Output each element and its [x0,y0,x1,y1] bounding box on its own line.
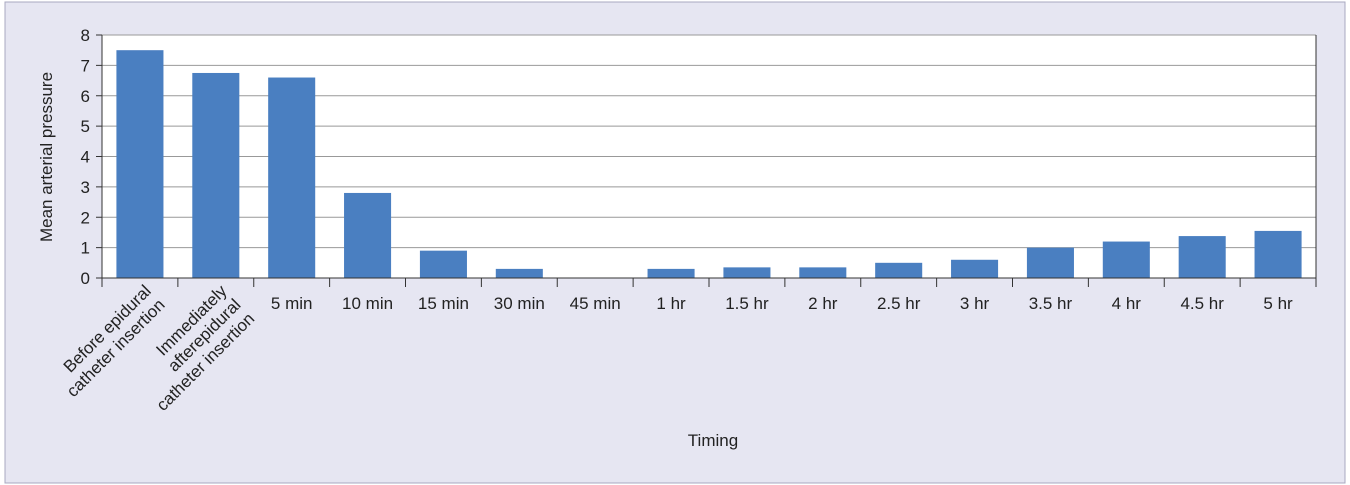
bar [419,250,467,278]
y-tick-label: 8 [81,26,90,45]
y-tick-label: 0 [81,269,90,288]
y-tick-label: 1 [81,239,90,258]
x-tick-label: 15 min [418,294,469,313]
y-axis-label: Mean arterial pressure [37,72,56,242]
bar [723,267,771,278]
x-tick-label: 2 hr [808,294,838,313]
x-tick-label: 1.5 hr [725,294,769,313]
y-tick-label: 6 [81,87,90,106]
bar [1254,230,1302,278]
bar [1026,247,1074,278]
x-tick-label: 30 min [494,294,545,313]
y-tick-label: 4 [81,148,90,167]
x-tick-label: 10 min [342,294,393,313]
x-tick-label: 45 min [570,294,621,313]
x-tick-label: 4.5 hr [1180,294,1224,313]
bar [268,77,316,279]
y-tick-label: 3 [81,178,90,197]
bar [951,259,999,278]
x-tick-label: 5 min [271,294,313,313]
bar [192,72,240,278]
x-tick-label: 3 hr [960,294,990,313]
x-axis-label: Timing [688,431,738,450]
bar [344,192,392,278]
bar [875,262,923,278]
bar [495,268,543,278]
y-tick-label: 2 [81,208,90,227]
bar [1178,236,1226,278]
bar [799,267,847,278]
x-tick-label: 5 hr [1263,294,1293,313]
x-tick-label: 4 hr [1112,294,1142,313]
y-tick-label: 5 [81,117,90,136]
bar [1102,241,1150,278]
x-tick-label: 2.5 hr [877,294,921,313]
bar [116,50,164,278]
x-tick-label: 1 hr [656,294,686,313]
x-tick-label: 3.5 hr [1029,294,1073,313]
bar [647,268,695,278]
y-tick-label: 7 [81,56,90,75]
